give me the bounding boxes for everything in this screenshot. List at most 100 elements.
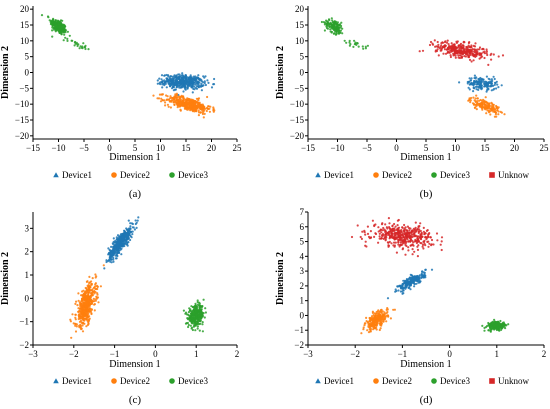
- point-device1: [468, 88, 471, 91]
- y-tick-label: −1: [294, 325, 304, 335]
- y-axis-label: Dimension 2: [275, 46, 286, 99]
- point-device2: [197, 97, 201, 100]
- point-device2: [176, 101, 179, 104]
- point-device1: [185, 76, 188, 79]
- point-unknow: [401, 232, 405, 235]
- point-device2: [483, 102, 486, 105]
- y-axis-label: Dimension 2: [0, 252, 11, 305]
- point-device2: [480, 103, 483, 106]
- point-device1: [112, 237, 115, 240]
- point-device2: [96, 292, 99, 295]
- point-unknow: [385, 232, 388, 235]
- point-device1: [397, 289, 400, 292]
- point-device3: [73, 44, 76, 47]
- point-device3: [341, 32, 344, 35]
- point-unknow: [406, 232, 409, 236]
- point-device2: [386, 310, 389, 314]
- point-device2: [86, 308, 89, 312]
- point-device2: [166, 103, 169, 106]
- point-device2: [382, 320, 385, 323]
- point-device3: [79, 45, 82, 48]
- point-unknow: [444, 52, 448, 55]
- point-device1: [165, 73, 168, 77]
- point-device1: [478, 84, 481, 87]
- point-device2: [94, 273, 97, 276]
- point-unknow: [453, 43, 456, 46]
- point-device1: [468, 83, 471, 86]
- x-tick-label: 10: [156, 143, 166, 153]
- point-device2: [370, 315, 374, 318]
- point-unknow: [373, 235, 376, 238]
- point-device1: [186, 87, 189, 90]
- y-tick-label: 6: [300, 222, 305, 232]
- point-device3: [63, 26, 66, 29]
- point-device1: [492, 75, 495, 78]
- point-device3: [348, 41, 351, 44]
- point-device2: [393, 308, 396, 311]
- point-device1: [420, 272, 423, 275]
- point-device3: [200, 306, 203, 309]
- point-device2: [169, 97, 172, 100]
- y-tick-label: 5: [300, 237, 305, 247]
- point-unknow: [440, 47, 443, 50]
- point-device3: [57, 23, 60, 26]
- point-device3: [191, 313, 194, 316]
- point-unknow: [427, 245, 430, 248]
- point-device3: [59, 19, 63, 22]
- point-device2: [491, 102, 494, 105]
- point-device1: [200, 85, 203, 88]
- point-unknow: [418, 236, 421, 239]
- point-device2: [91, 277, 94, 280]
- point-unknow: [382, 237, 385, 240]
- point-device1: [112, 256, 115, 260]
- point-unknow: [461, 47, 464, 50]
- y-tick-label: 3: [300, 266, 305, 276]
- point-unknow: [454, 56, 457, 59]
- point-unknow: [398, 236, 401, 239]
- point-device1: [118, 235, 121, 238]
- point-device2: [487, 102, 490, 105]
- point-device2: [493, 108, 497, 111]
- point-unknow: [383, 228, 386, 231]
- point-device1: [112, 260, 115, 263]
- point-device3: [194, 308, 197, 311]
- point-device3: [504, 327, 507, 330]
- point-device2: [196, 105, 199, 108]
- point-device1: [186, 84, 189, 87]
- point-device2: [367, 320, 370, 323]
- point-device1: [129, 238, 132, 242]
- point-device1: [120, 239, 123, 242]
- point-unknow: [386, 227, 389, 230]
- point-device3: [196, 308, 199, 311]
- point-device1: [424, 268, 427, 271]
- y-tick-label: −2: [19, 340, 29, 350]
- point-device2: [201, 103, 204, 106]
- point-device2: [86, 316, 89, 319]
- point-device3: [196, 299, 199, 302]
- point-device1: [422, 271, 425, 274]
- point-device1: [472, 90, 475, 93]
- y-tick-label: 0: [300, 68, 305, 78]
- point-unknow: [394, 241, 397, 244]
- point-device3: [190, 319, 194, 322]
- point-device3: [199, 319, 202, 322]
- point-device1: [160, 74, 164, 77]
- point-device3: [80, 46, 83, 49]
- point-device2: [201, 112, 204, 116]
- point-device3: [356, 42, 359, 45]
- point-device3: [497, 321, 501, 324]
- point-device3: [507, 323, 510, 326]
- y-tick-label: 10: [295, 36, 305, 46]
- point-device2: [74, 330, 78, 333]
- point-device1: [115, 257, 118, 260]
- legend: Device1 Device2 Device3 Unknow: [315, 376, 529, 386]
- point-unknow: [417, 225, 420, 228]
- point-unknow: [483, 56, 486, 60]
- point-device2: [70, 336, 73, 339]
- point-unknow: [441, 41, 444, 44]
- point-device2: [471, 102, 475, 105]
- point-unknow: [406, 234, 409, 238]
- point-unknow: [459, 50, 462, 53]
- legend-label-device3: Device3: [178, 170, 208, 180]
- y-tick-label: 0: [25, 293, 30, 303]
